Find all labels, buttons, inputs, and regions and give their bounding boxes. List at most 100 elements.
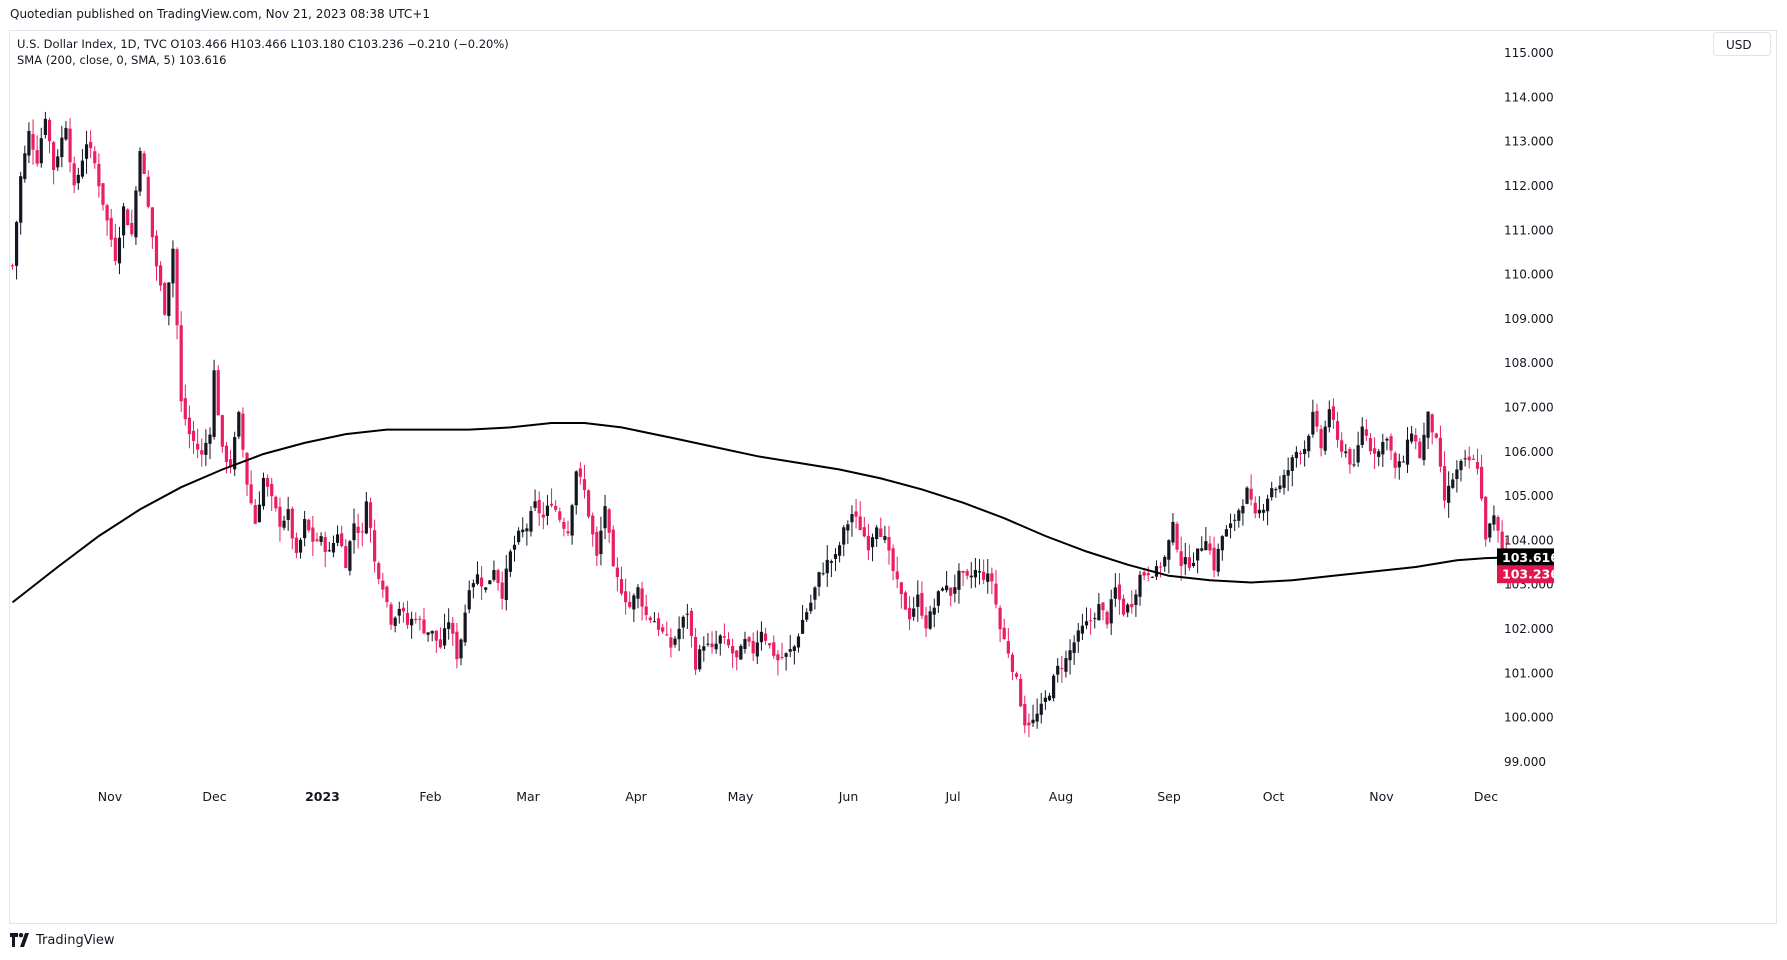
candle [319,532,323,546]
candle [1344,443,1348,458]
candle [1348,447,1352,474]
candle [624,578,628,615]
candle [1113,573,1117,608]
candle [969,562,973,589]
candle [743,631,747,654]
candle [1434,432,1438,439]
tradingview-logo-icon [10,933,29,947]
candle [673,636,677,648]
candle [1117,573,1122,615]
candle [233,431,237,476]
legend-sma-line[interactable]: SMA (200, close, 0, SMA, 5) 103.616 [17,53,227,67]
candle [537,491,541,526]
tradingview-logo-text: TradingView [36,933,115,948]
currency-button[interactable]: USD [1713,32,1771,56]
candle [512,535,517,562]
candle [1422,422,1426,466]
candle [372,519,377,573]
candle [858,501,862,531]
candle [1356,431,1360,467]
candle [278,497,282,542]
candle [467,580,471,614]
candle [928,605,932,630]
tradingview-logo[interactable]: TradingView [10,933,115,948]
candle [171,240,175,298]
candle [945,570,949,593]
candle [895,556,899,589]
candle [529,506,533,537]
candle [656,612,661,637]
candle [1167,539,1171,574]
candle [1331,398,1336,429]
candle [1253,496,1257,519]
candle [93,146,97,169]
candle [1307,434,1311,458]
candle [1484,496,1488,547]
candle [31,119,35,165]
candle [788,634,792,658]
candle [1220,535,1224,561]
candle [1261,503,1266,521]
candle [1146,566,1150,582]
candle [360,522,364,547]
candle [1245,486,1249,505]
candle [582,465,587,499]
x-tick-label: Nov [1369,789,1394,804]
candle [636,584,640,609]
candle [813,586,817,610]
candle [1171,513,1175,546]
price-tags: 103.616 103.236 [1497,548,1559,584]
y-tick-label: 104.000 [1504,533,1554,547]
candle [163,281,167,316]
candle [455,622,459,669]
candle [393,616,397,633]
candle [677,616,681,652]
candle [183,384,187,426]
candle [1381,433,1385,467]
candle [430,630,434,642]
candle [1134,589,1138,617]
chart-legend[interactable]: U.S. Dollar Index, 1D, TVC O103.466 H103… [17,36,509,68]
candle [368,497,373,543]
candle [1233,514,1237,532]
candle [611,525,615,568]
candle [323,531,327,568]
x-tick-label: Nov [98,789,123,804]
candle [809,594,813,615]
candle [442,613,447,650]
candle [434,630,438,653]
candle [949,587,953,607]
candle [1052,674,1056,702]
x-tick-label: Jun [838,789,859,804]
x-tick-label: Mar [516,789,540,804]
candle [1492,505,1496,531]
x-tick-label: Dec [202,789,226,804]
candle [776,650,780,676]
candle [167,282,171,326]
candle [916,580,920,622]
candle [451,616,455,647]
candle [1105,610,1109,629]
candle [150,207,154,249]
candle [562,517,566,537]
y-tick-label: 106.000 [1504,445,1554,459]
candle [722,623,726,645]
candle [875,525,879,547]
candle [920,581,924,620]
chart-frame[interactable] [9,30,1777,924]
candle [130,209,134,237]
candle [1475,448,1480,475]
candle [1377,448,1381,467]
candle [105,203,109,236]
candle [1035,698,1039,729]
candle [179,311,183,412]
candle [1438,425,1443,473]
legend-symbol-line[interactable]: U.S. Dollar Index, 1D, TVC O103.466 H103… [17,37,509,51]
candle [1158,562,1163,578]
candle [1368,432,1373,455]
candle [805,608,809,622]
candle [117,226,122,275]
candle [990,567,994,595]
candle [891,544,895,581]
